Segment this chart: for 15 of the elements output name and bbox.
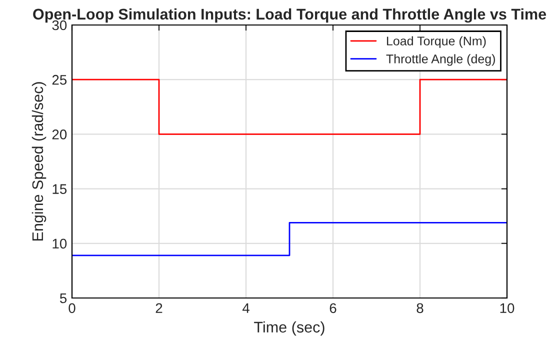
y-axis-title: Engine Speed (rad/sec) [32, 82, 46, 240]
x-tick-label: 4 [242, 303, 250, 313]
legend-label: Throttle Angle (deg) [386, 54, 495, 66]
y-tick-label: 20 [52, 130, 67, 140]
x-tick-label: 0 [68, 303, 76, 314]
y-tick-label: 15 [52, 184, 67, 194]
x-tick-label: 8 [416, 303, 424, 314]
y-tick-label: 5 [60, 293, 67, 304]
x-tick-label: 2 [156, 303, 162, 313]
x-axis-title: Time (sec) [254, 321, 324, 336]
y-tick-label: 10 [52, 238, 67, 249]
y-tick-label: 25 [52, 74, 67, 85]
x-tick-label: 10 [500, 303, 514, 314]
x-tick-label: 6 [330, 303, 336, 314]
legend-label: Load Torque (Nm) [387, 36, 486, 48]
